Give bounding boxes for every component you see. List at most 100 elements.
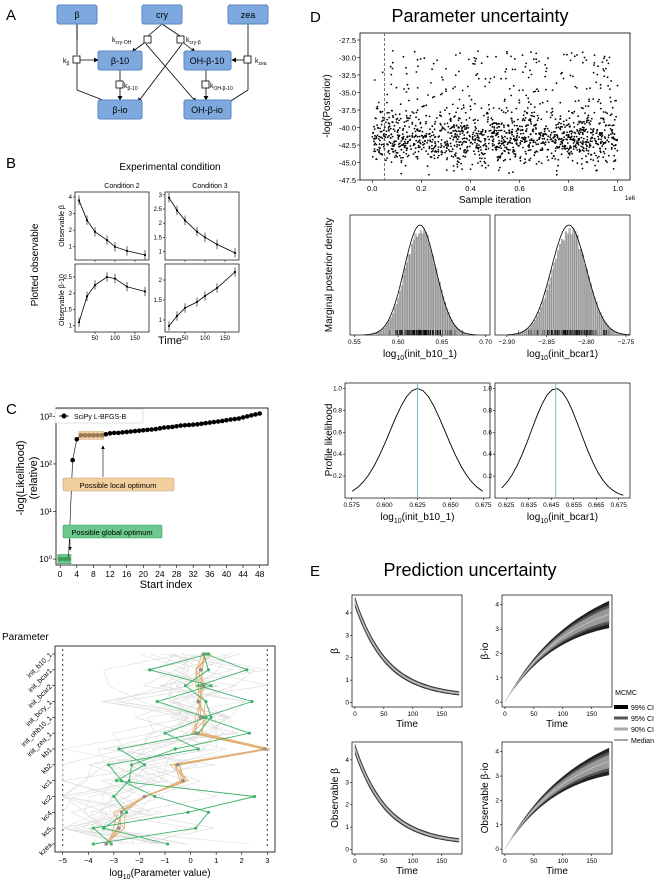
trace-sample (518, 101, 521, 104)
trace-sample (583, 56, 586, 59)
trace-sample (483, 114, 485, 117)
trace-sample (556, 146, 559, 149)
y-tick-label: 0.6 (483, 429, 492, 436)
node-cry-label: cry (156, 10, 168, 20)
hist-bar (442, 296, 445, 336)
bound-marker (266, 784, 269, 786)
hist-bar (418, 233, 420, 336)
trace-sample (536, 114, 539, 117)
trace-sample (428, 115, 431, 118)
global-optimum-point (245, 668, 249, 672)
trace-sample (461, 168, 463, 171)
trace-sample (417, 118, 420, 121)
trace-sample (495, 132, 498, 135)
x-tick-label: 44 (238, 569, 248, 579)
trace-sample (487, 147, 490, 150)
trace-sample (382, 116, 384, 119)
trace-sample (381, 137, 384, 140)
trace-sample (582, 137, 585, 140)
trace-sample (580, 106, 583, 109)
bound-marker (61, 844, 64, 846)
trace-sample (448, 112, 451, 115)
trace-sample (555, 82, 558, 85)
trace-sample (530, 103, 532, 106)
trace-sample (462, 155, 465, 158)
hist-bar (430, 250, 432, 336)
trace-sample (538, 137, 541, 139)
hist-bar (547, 284, 550, 336)
trace-sample (512, 146, 514, 149)
trace-sample (499, 145, 502, 147)
trace-sample (390, 161, 393, 164)
x-tick-label: 100 (200, 336, 211, 342)
trace-sample (509, 141, 512, 144)
trace-sample (572, 148, 575, 151)
trace-sample (601, 140, 603, 143)
hist-bar (404, 268, 406, 336)
trace-sample (477, 119, 479, 122)
trace-sample (427, 153, 430, 156)
trace-sample (394, 149, 397, 152)
mean-point (104, 842, 108, 846)
trace-sample (441, 127, 444, 130)
trace-sample (554, 130, 556, 133)
hist-bar (570, 234, 573, 336)
trace-sample (440, 153, 443, 156)
hist-bar (578, 249, 581, 336)
x-tick-label: 150 (436, 858, 447, 865)
trace-sample (586, 131, 589, 134)
waterfall-point (219, 418, 225, 424)
trace-sample (402, 127, 405, 130)
panelB-cond2: Condition 2 (104, 183, 140, 190)
trace-sample (461, 132, 464, 135)
trace-sample (462, 106, 465, 109)
trace-sample (519, 129, 522, 132)
trace-sample (604, 141, 607, 144)
global-optimum-annotation: Possible global optimum (62, 524, 163, 551)
trace-sample (564, 148, 567, 150)
x-tick-label: 150 (586, 858, 597, 865)
trace-sample (498, 155, 500, 158)
trace-sample (396, 134, 399, 137)
hist-bar (522, 331, 525, 336)
start-line-gray (61, 653, 220, 845)
trace-sample (502, 111, 505, 113)
trace-sample (451, 148, 454, 151)
trace-sample (373, 125, 375, 128)
start-line-gray (87, 653, 229, 845)
trace-sample (425, 150, 428, 153)
trace-sample (486, 120, 489, 123)
data-point (105, 275, 109, 279)
waterfall-point (249, 413, 254, 418)
trace-sample (605, 67, 607, 70)
trace-sample (404, 142, 407, 145)
trace-sample (530, 114, 533, 117)
trace-sample (608, 56, 611, 59)
bound-marker (266, 829, 269, 831)
trace-sample (536, 119, 539, 122)
trace-sample (425, 132, 428, 135)
trace-sample (589, 153, 592, 156)
trace-sample (405, 152, 408, 155)
bound-marker (266, 734, 269, 736)
trace-sample (534, 141, 537, 144)
y-tick-label: 0 (345, 847, 349, 854)
trace-sample (397, 129, 400, 131)
trace-sample (390, 73, 393, 76)
trace-sample (449, 137, 452, 140)
trace-sample (585, 88, 588, 90)
trace-sample (597, 100, 599, 103)
trace-sample (504, 146, 506, 149)
trace-sample (376, 105, 379, 108)
trace-sample (375, 136, 378, 138)
trace-sample (523, 110, 526, 113)
trace-sample (474, 153, 476, 156)
trace-sample (603, 69, 605, 72)
y-tick-label: 1.5 (64, 307, 73, 313)
trace-sample (512, 148, 515, 151)
bound-marker (61, 679, 64, 681)
trace-sample (453, 126, 455, 129)
trace-sample (411, 132, 414, 135)
global-optimum-point (127, 779, 131, 783)
trace-sample (578, 139, 580, 142)
